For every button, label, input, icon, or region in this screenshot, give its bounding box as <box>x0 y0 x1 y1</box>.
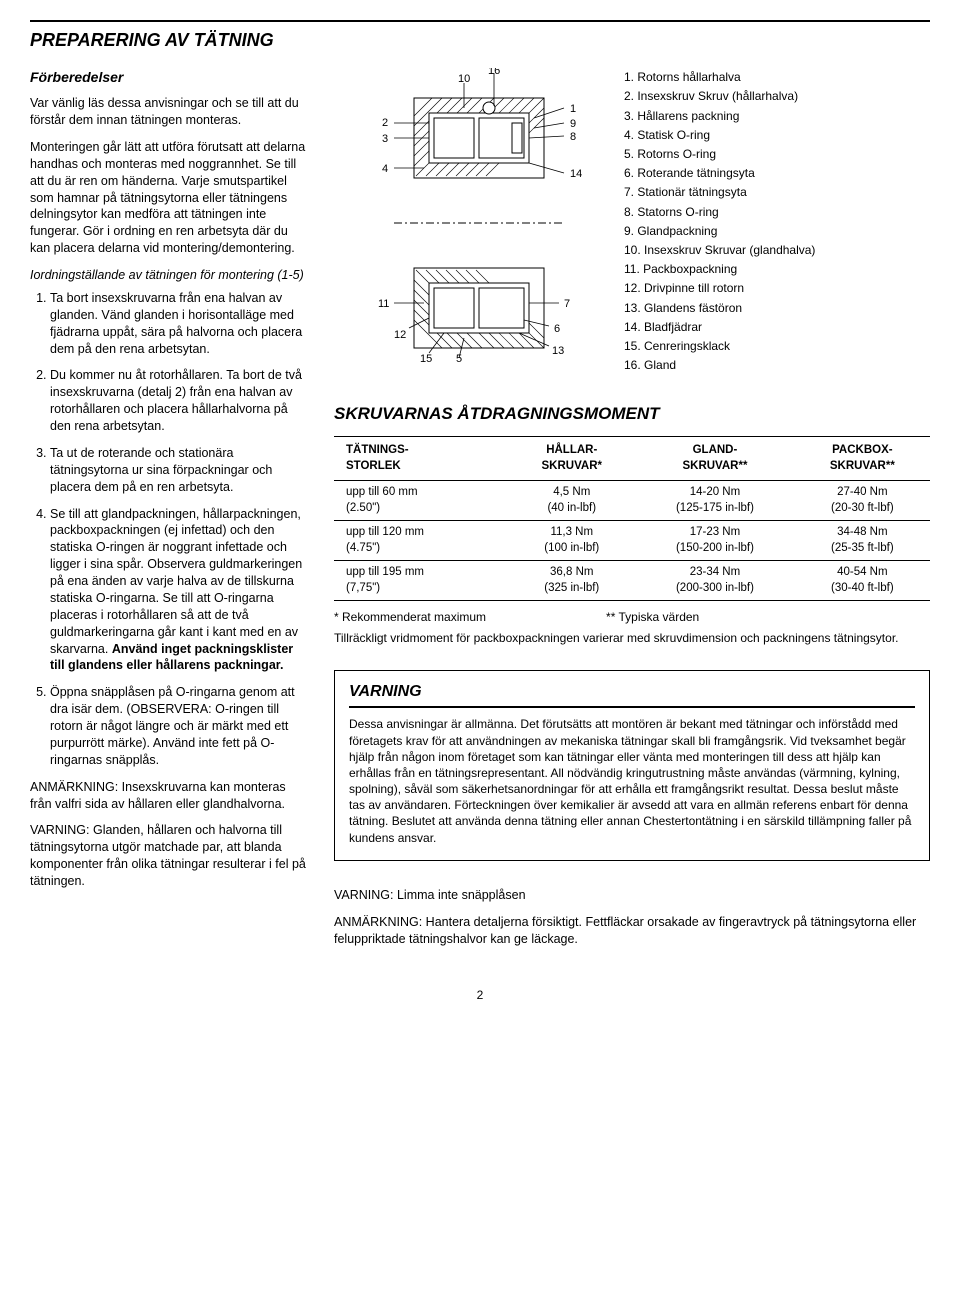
warning-box: VARNING Dessa anvisningar är allmänna. D… <box>334 670 930 861</box>
step-1: Ta bort insexskruvarna från ena halvan a… <box>50 290 310 358</box>
th-packbox: PACKBOX-SKRUVAR** <box>795 437 930 481</box>
label-5: 5 <box>456 353 462 363</box>
label-12: 12 <box>394 329 406 341</box>
prep-heading: Förberedelser <box>30 68 310 87</box>
part-8: 8. Statorns O-ring <box>624 203 815 222</box>
label-8: 8 <box>570 131 576 143</box>
label-16: 16 <box>488 68 500 77</box>
foot-1: * Rekommenderat maximum <box>334 609 486 625</box>
note-1: ANMÄRKNING: Insexskruvarna kan monteras … <box>30 779 310 813</box>
foot-3: Tillräckligt vridmoment för packboxpackn… <box>334 630 930 646</box>
extra-notes: VARNING: Limma inte snäpplåsen ANMÄRKNIN… <box>334 887 930 948</box>
seal-diagram: 2 3 4 10 16 1 9 8 14 11 12 15 5 7 <box>334 68 604 363</box>
part-12: 12. Drivpinne till rotorn <box>624 279 815 298</box>
extra-note-2: ANMÄRKNING: Hantera detaljerna försiktig… <box>334 914 930 948</box>
page-title: PREPARERING AV TÄTNING <box>30 20 930 52</box>
label-15: 15 <box>420 353 432 363</box>
extra-note-1: VARNING: Limma inte snäpplåsen <box>334 887 930 904</box>
prep-p2: Monteringen går lätt att utföra förutsat… <box>30 139 310 257</box>
note-2: VARNING: Glanden, hållaren och halvorna … <box>30 822 310 890</box>
left-column: Förberedelser Var vänlig läs dessa anvis… <box>30 68 310 957</box>
part-6: 6. Roterande tätningsyta <box>624 164 815 183</box>
foot-2: ** Typiska värden <box>606 609 699 625</box>
label-3: 3 <box>382 133 388 145</box>
part-15: 15. Cenreringsklack <box>624 337 815 356</box>
step-4: Se till att glandpackningen, hållarpackn… <box>50 506 310 675</box>
warning-title: VARNING <box>349 681 915 709</box>
table-row: upp till 60 mm(2.50")4,5 Nm(40 in-lbf)14… <box>334 481 930 521</box>
part-5: 5. Rotorns O-ring <box>624 145 815 164</box>
label-10: 10 <box>458 73 470 85</box>
prep-p1: Var vänlig läs dessa anvisningar och se … <box>30 95 310 129</box>
step-5: Öppna snäpplåsen på O-ringarna genom att… <box>50 684 310 768</box>
torque-table: TÄTNINGS-STORLEK HÅLLAR-SKRUVAR* GLAND-S… <box>334 436 930 601</box>
part-10: 10. Insexskruv Skruvar (glandhalva) <box>624 241 815 260</box>
warning-body: Dessa anvisningar är allmänna. Det förut… <box>349 716 915 846</box>
parts-list: 1. Rotorns hållarhalva 2. Insexskruv Skr… <box>624 68 815 375</box>
th-size: TÄTNINGS-STORLEK <box>334 437 508 481</box>
torque-footnotes: * Rekommenderat maximum ** Typiska värde… <box>334 609 930 645</box>
part-4: 4. Statisk O-ring <box>624 126 815 145</box>
part-3: 3. Hållarens packning <box>624 107 815 126</box>
label-4: 4 <box>382 163 388 175</box>
part-9: 9. Glandpackning <box>624 222 815 241</box>
part-13: 13. Glandens fästöron <box>624 299 815 318</box>
table-row: upp till 195 mm(7,75")36,8 Nm(325 in-lbf… <box>334 561 930 601</box>
step-2: Du kommer nu åt rotorhållaren. Ta bort d… <box>50 367 310 435</box>
right-column: 2 3 4 10 16 1 9 8 14 11 12 15 5 7 <box>334 68 930 957</box>
th-holder: HÅLLAR-SKRUVAR* <box>508 437 635 481</box>
label-11: 11 <box>378 298 389 310</box>
step-3: Ta ut de roterande och stationära tätnin… <box>50 445 310 496</box>
label-1: 1 <box>570 103 576 115</box>
label-14: 14 <box>570 168 582 180</box>
part-14: 14. Bladfjädrar <box>624 318 815 337</box>
label-13: 13 <box>552 345 564 357</box>
part-7: 7. Stationär tätningsyta <box>624 183 815 202</box>
table-row: upp till 120 mm(4.75")11,3 Nm(100 in-lbf… <box>334 521 930 561</box>
label-6: 6 <box>554 323 560 335</box>
prep-subhead: Iordningställande av tätningen för monte… <box>30 267 310 284</box>
part-1: 1. Rotorns hållarhalva <box>624 68 815 87</box>
label-9: 9 <box>570 118 576 130</box>
page-number: 2 <box>30 987 930 1003</box>
prep-steps: Ta bort insexskruvarna från ena halvan a… <box>30 290 310 769</box>
part-2: 2. Insexskruv Skruv (hållarhalva) <box>624 87 815 106</box>
part-11: 11. Packboxpackning <box>624 260 815 279</box>
label-7: 7 <box>564 298 570 310</box>
label-2: 2 <box>382 117 388 129</box>
part-16: 16. Gland <box>624 356 815 375</box>
torque-title: SKRUVARNAS ÅTDRAGNINGSMOMENT <box>334 403 930 426</box>
th-gland: GLAND-SKRUVAR** <box>635 437 794 481</box>
